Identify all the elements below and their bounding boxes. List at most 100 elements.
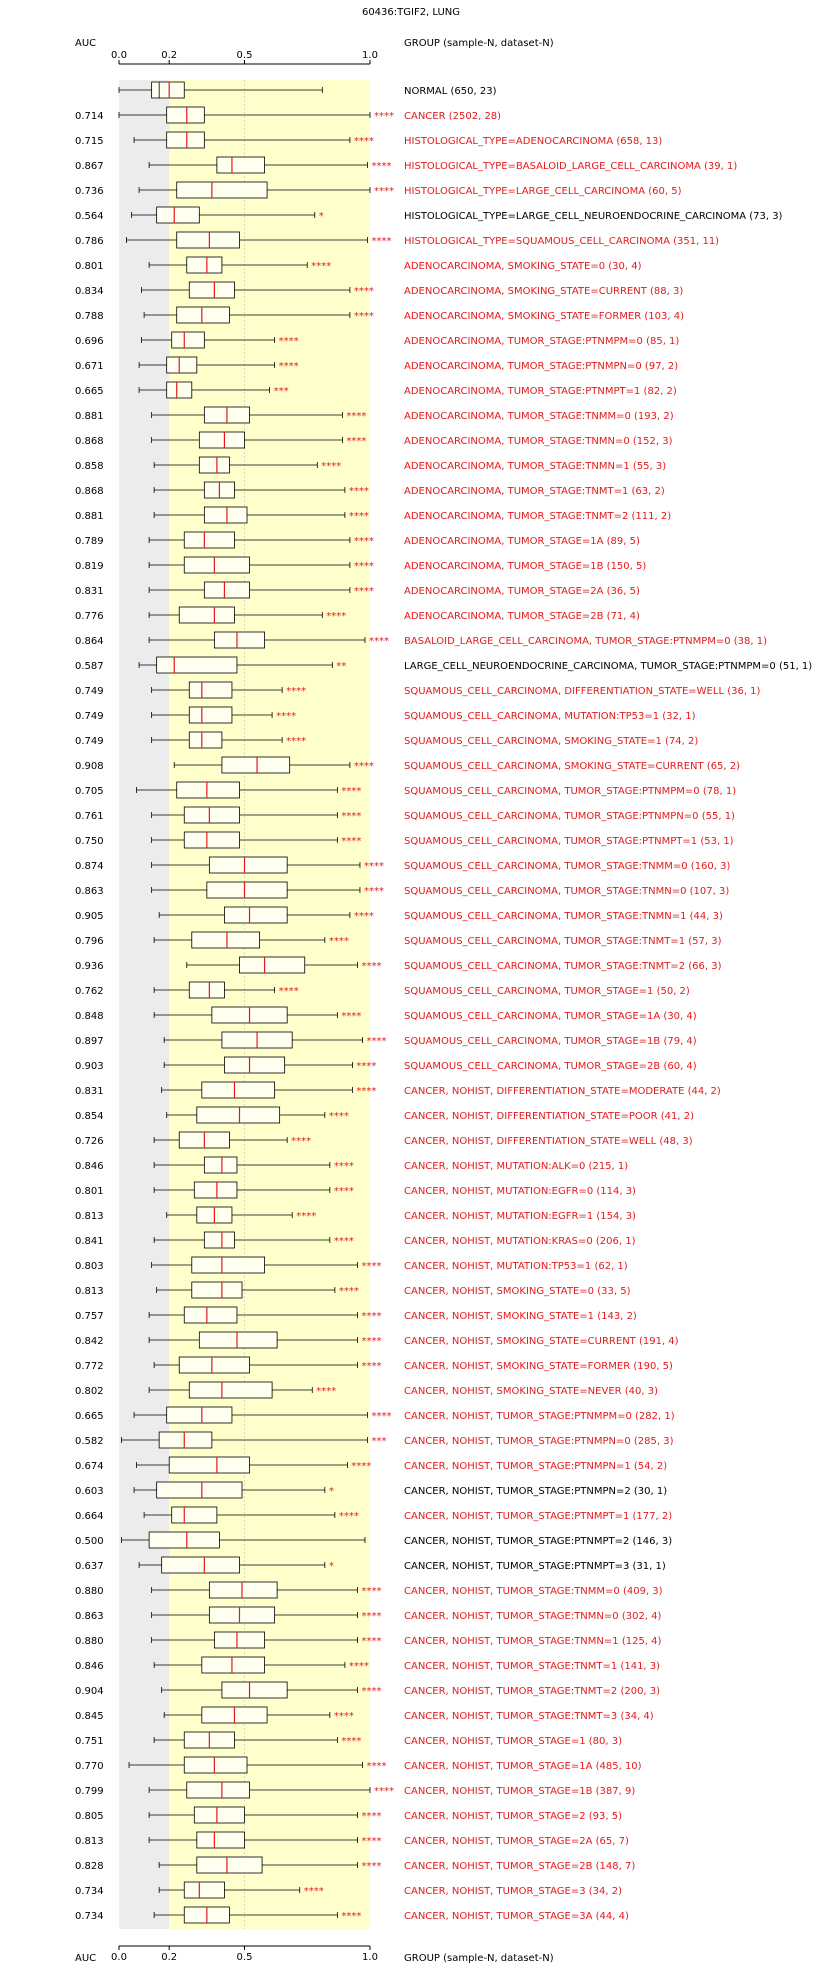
iqr-box <box>224 906 288 924</box>
iqr-box <box>198 431 245 449</box>
tick-label: 1.0 <box>362 50 378 61</box>
significance-stars: **** <box>361 1861 381 1872</box>
auc-value: 0.908 <box>75 761 104 772</box>
data-row: 0.582 *** CANCER, NOHIST, TUMOR_STAGE:PTNM… <box>75 1431 674 1449</box>
iqr-box <box>203 581 250 599</box>
data-row: 0.761 **** SQUAMOUS_CELL_CARCINOMA, TUMOR_… <box>75 806 735 824</box>
significance-stars: **** <box>279 986 299 997</box>
auc-value: 0.789 <box>75 536 104 547</box>
significance-stars: **** <box>334 1711 354 1722</box>
group-label: ADENOCARCINOMA, TUMOR_STAGE:TNMN=0 (152,… <box>404 436 673 447</box>
data-row: 0.846 **** CANCER, NOHIST, TUMOR_STAGE:TNM… <box>75 1656 660 1674</box>
group-label: ADENOCARCINOMA, TUMOR_STAGE=1A (89, 5) <box>404 536 640 547</box>
data-row: 0.828 **** CANCER, NOHIST, TUMOR_STAGE=2B … <box>75 1856 635 1874</box>
significance-stars: **** <box>361 961 381 972</box>
iqr-box <box>161 1556 240 1574</box>
data-row: 0.848 **** SQUAMOUS_CELL_CARCINOMA, TUMOR_… <box>75 1006 697 1024</box>
group-label: SQUAMOUS_CELL_CARCINOMA, DIFFERENTIATION… <box>404 686 761 697</box>
data-row: 0.751 **** CANCER, NOHIST, TUMOR_STAGE=1 (… <box>75 1731 622 1749</box>
significance-stars: **** <box>349 511 369 522</box>
significance-stars: **** <box>354 136 374 147</box>
iqr-box <box>203 1156 238 1174</box>
group-label: SQUAMOUS_CELL_CARCINOMA, TUMOR_STAGE:PTN… <box>404 786 736 797</box>
data-row: 0.819 **** ADENOCARCINOMA, TUMOR_STAGE=1B … <box>75 556 646 574</box>
significance-stars: **** <box>354 561 374 572</box>
iqr-box <box>193 1181 238 1199</box>
data-row: 0.696 **** ADENOCARCINOMA, TUMOR_STAGE:PTN… <box>75 331 679 349</box>
auc-value: 0.749 <box>75 686 104 697</box>
group-label: CANCER, NOHIST, TUMOR_STAGE:TNMT=3 (34, … <box>404 1711 654 1722</box>
significance-stars: **** <box>341 1011 361 1022</box>
iqr-box <box>191 931 260 949</box>
significance-stars: **** <box>366 1761 386 1772</box>
tick-label: 0.0 <box>111 50 127 61</box>
auc-value: 0.564 <box>75 211 104 222</box>
data-row: 0.802 **** CANCER, NOHIST, SMOKING_STATE=N… <box>75 1381 658 1399</box>
data-row: 0.813 **** CANCER, NOHIST, SMOKING_STATE=0… <box>75 1281 631 1299</box>
group-label: CANCER, NOHIST, SMOKING_STATE=CURRENT (1… <box>404 1336 679 1347</box>
group-header-top: GROUP (sample-N, dataset-N) <box>404 38 554 49</box>
group-label: SQUAMOUS_CELL_CARCINOMA, TUMOR_STAGE=1B … <box>404 1036 697 1047</box>
significance-stars: * <box>319 211 324 222</box>
significance-stars: **** <box>339 1286 359 1297</box>
significance-stars: **** <box>341 1736 361 1747</box>
group-label: LARGE_CELL_NEUROENDOCRINE_CARCINOMA, TUM… <box>404 661 812 672</box>
iqr-box <box>188 731 223 749</box>
iqr-box <box>176 231 240 249</box>
group-label: BASALOID_LARGE_CELL_CARCINOMA, TUMOR_STA… <box>404 636 767 647</box>
group-label: SQUAMOUS_CELL_CARCINOMA, TUMOR_STAGE:TNM… <box>404 911 723 922</box>
significance-stars: **** <box>361 1311 381 1322</box>
iqr-box <box>183 1881 225 1899</box>
auc-value: 0.854 <box>75 1111 104 1122</box>
data-row: 0.715 **** HISTOLOGICAL_TYPE=ADENOCARCINOM… <box>75 131 662 149</box>
data-row: 0.904 **** CANCER, NOHIST, TUMOR_STAGE:TNM… <box>75 1681 660 1699</box>
significance-stars: **** <box>354 311 374 322</box>
group-label: CANCER, NOHIST, TUMOR_STAGE:TNMN=1 (125,… <box>404 1636 662 1647</box>
significance-stars: **** <box>354 286 374 297</box>
significance-stars: **** <box>364 886 384 897</box>
group-label: CANCER, NOHIST, TUMOR_STAGE:TNMT=2 (200,… <box>404 1686 660 1697</box>
auc-value: 0.868 <box>75 436 104 447</box>
auc-value: 0.841 <box>75 1236 104 1247</box>
data-row: 0.908 **** SQUAMOUS_CELL_CARCINOMA, SMOKIN… <box>75 756 740 774</box>
data-row: 0.936 **** SQUAMOUS_CELL_CARCINOMA, TUMOR_… <box>75 956 722 974</box>
group-label: CANCER, NOHIST, SMOKING_STATE=FORMER (19… <box>404 1361 673 1372</box>
iqr-box <box>166 356 198 374</box>
group-label: SQUAMOUS_CELL_CARCINOMA, MUTATION:TP53=1… <box>404 711 696 722</box>
auc-value: 0.881 <box>75 511 104 522</box>
group-label: SQUAMOUS_CELL_CARCINOMA, TUMOR_STAGE:TNM… <box>404 961 722 972</box>
auc-value: 0.905 <box>75 911 104 922</box>
data-row: 0.813 **** CANCER, NOHIST, MUTATION:EGFR=1… <box>75 1206 636 1224</box>
data-row: 0.772 **** CANCER, NOHIST, SMOKING_STATE=F… <box>75 1356 673 1374</box>
auc-value: 0.726 <box>75 1136 104 1147</box>
group-label: CANCER, NOHIST, MUTATION:EGFR=0 (114, 3) <box>404 1186 636 1197</box>
tick-label: 1.0 <box>362 1952 378 1963</box>
group-label: CANCER, NOHIST, TUMOR_STAGE=2 (93, 5) <box>404 1811 622 1822</box>
auc-value: 0.603 <box>75 1486 104 1497</box>
iqr-box <box>171 1506 218 1524</box>
data-row: NORMAL (650, 23) <box>118 81 497 99</box>
data-row: 0.863 **** CANCER, NOHIST, TUMOR_STAGE:TNM… <box>75 1606 662 1624</box>
significance-stars: **** <box>361 1361 381 1372</box>
iqr-box <box>183 1756 248 1774</box>
auc-value: 0.637 <box>75 1561 104 1572</box>
iqr-box <box>221 1681 288 1699</box>
auc-value: 0.897 <box>75 1036 104 1047</box>
group-label: HISTOLOGICAL_TYPE=BASALOID_LARGE_CELL_CA… <box>404 161 737 172</box>
group-label: ADENOCARCINOMA, TUMOR_STAGE:PTNMPN=0 (97… <box>404 361 678 372</box>
data-row: 0.868 **** ADENOCARCINOMA, TUMOR_STAGE:TNM… <box>75 431 673 449</box>
auc-value: 0.831 <box>75 586 104 597</box>
iqr-box <box>178 606 235 624</box>
group-label: CANCER, NOHIST, DIFFERENTIATION_STATE=WE… <box>404 1136 693 1147</box>
data-row: 0.834 **** ADENOCARCINOMA, SMOKING_STATE=C… <box>75 281 683 299</box>
data-row: 0.868 **** ADENOCARCINOMA, TUMOR_STAGE:TNM… <box>75 481 665 499</box>
group-label: SQUAMOUS_CELL_CARCINOMA, TUMOR_STAGE:TNM… <box>404 861 731 872</box>
data-row: 0.867 **** HISTOLOGICAL_TYPE=BASALOID_LARG… <box>75 156 737 174</box>
group-label: CANCER, NOHIST, TUMOR_STAGE=3A (44, 4) <box>404 1911 629 1922</box>
iqr-box <box>168 1456 250 1474</box>
iqr-box <box>193 1806 245 1824</box>
group-label: SQUAMOUS_CELL_CARCINOMA, SMOKING_STATE=C… <box>404 761 740 772</box>
data-row: 0.897 **** SQUAMOUS_CELL_CARCINOMA, TUMOR_… <box>75 1031 697 1049</box>
data-row: 0.854 **** CANCER, NOHIST, DIFFERENTIATION… <box>75 1106 694 1124</box>
